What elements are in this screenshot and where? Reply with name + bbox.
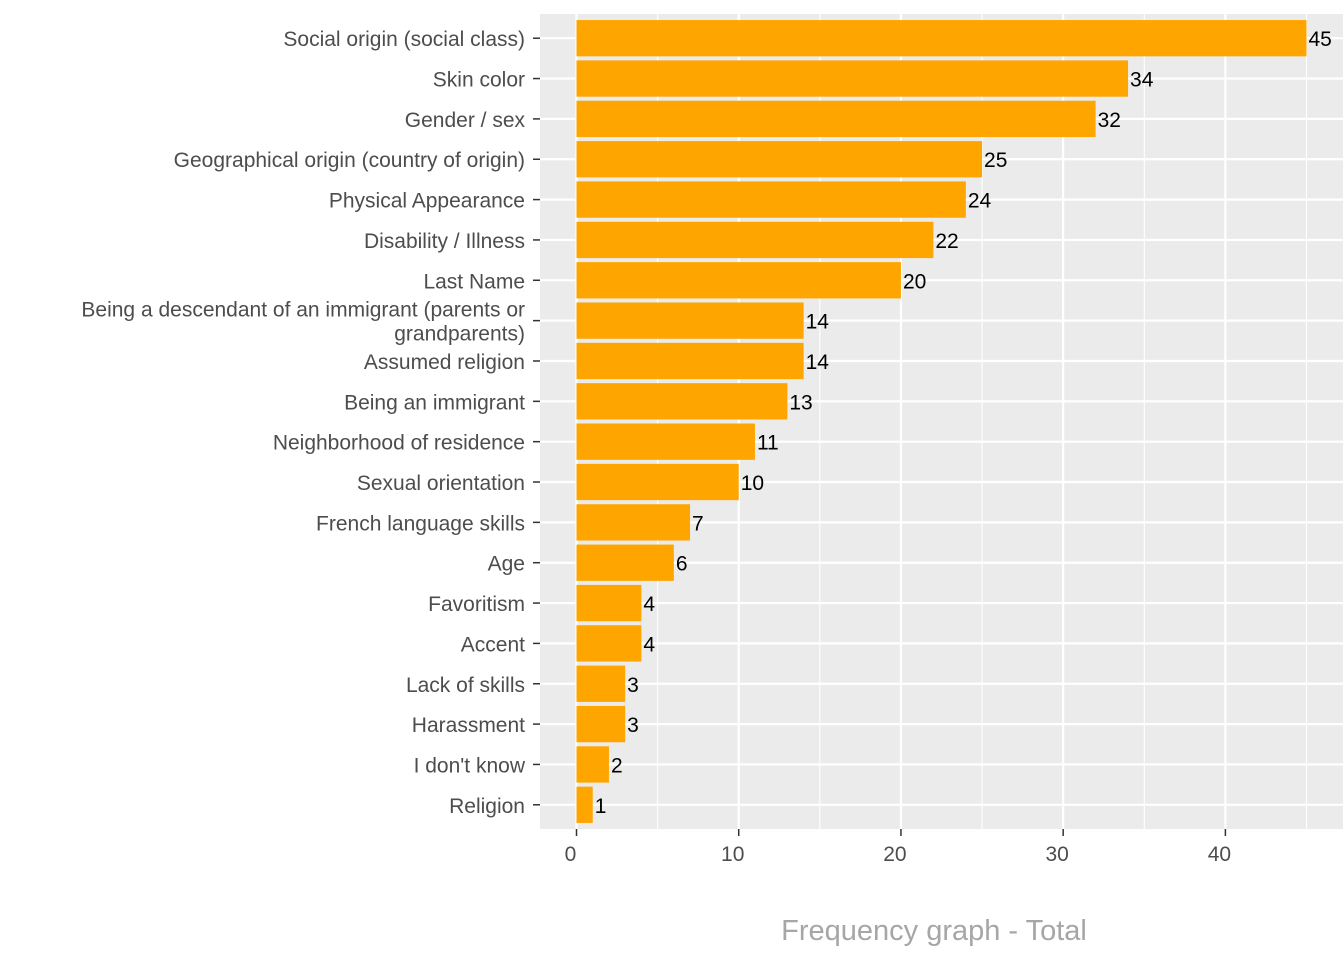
y-tick-label: grandparents) [394,323,525,346]
bar [576,20,1307,57]
bar [576,181,966,218]
bar [576,100,1096,138]
y-tick-label: Harassment [412,714,525,737]
data-label: 4 [643,633,655,656]
bar [576,463,739,501]
y-tick-label: French language skills [316,512,525,535]
y-tick-label: Age [488,553,525,576]
x-tick-label: 0 [565,843,577,866]
data-label: 24 [968,190,992,213]
y-tick-label: Last Name [423,270,525,293]
x-tick-label: 30 [1045,843,1068,866]
bar [576,342,804,380]
bar [576,383,788,420]
data-label: 1 [595,795,607,818]
data-label: 7 [692,512,704,535]
data-label: 32 [1098,109,1121,132]
bar [576,786,593,823]
y-tick-label: Disability / Illness [364,230,525,253]
bar [576,60,1129,97]
y-tick-label: Physical Appearance [329,190,525,213]
y-tick-label: Being a descendant of an immigrant (pare… [81,299,525,322]
y-tick-label: Lack of skills [406,674,525,697]
data-label: 3 [627,674,639,697]
y-tick-label: Being an immigrant [344,391,525,414]
bars [576,20,1307,823]
y-tick-label: I don't know [414,754,526,777]
y-tick-label: Geographical origin (country of origin) [174,149,525,172]
bar [576,302,804,339]
data-label: 2 [611,754,623,777]
bar [576,746,609,783]
y-tick-label: Gender / sex [405,109,526,132]
x-axis: 0 10 20 30 40 [565,829,1231,866]
x-tick-label: 40 [1208,843,1231,866]
y-tick-label: Neighborhood of residence [273,432,525,455]
data-label: 25 [984,149,1007,172]
x-tick-label: 10 [721,843,744,866]
chart-title: Frequency graph - Total [781,915,1087,947]
y-tick-label: Sexual orientation [357,472,525,495]
data-label: 20 [903,270,926,293]
data-label: 14 [806,311,830,334]
data-label: 45 [1309,28,1332,51]
data-label: 4 [643,593,655,616]
bar [576,504,691,541]
data-label: 22 [935,230,958,253]
bar [576,221,934,259]
data-label: 6 [676,553,688,576]
data-label: 34 [1130,69,1154,92]
y-tick-label: Social origin (social class) [283,28,525,51]
y-tick-label: Assumed religion [364,351,525,374]
bar [576,705,626,743]
data-label: 3 [627,714,639,737]
bar [576,665,626,702]
y-tick-label: Favoritism [428,593,525,616]
data-label: 11 [757,432,779,455]
y-axis: Social origin (social class) Skin color Ge… [81,28,540,818]
x-tick-label: 20 [883,843,906,866]
bar [576,544,674,581]
bar [576,262,901,299]
data-label: 10 [741,472,764,495]
bar [576,625,642,662]
y-tick-label: Skin color [433,69,525,92]
bar [576,423,755,460]
y-tick-label: Religion [449,795,525,818]
bar [576,584,642,622]
bar [576,141,983,178]
data-label: 13 [789,391,812,414]
y-tick-label: Accent [461,633,525,656]
data-label: 14 [806,351,830,374]
